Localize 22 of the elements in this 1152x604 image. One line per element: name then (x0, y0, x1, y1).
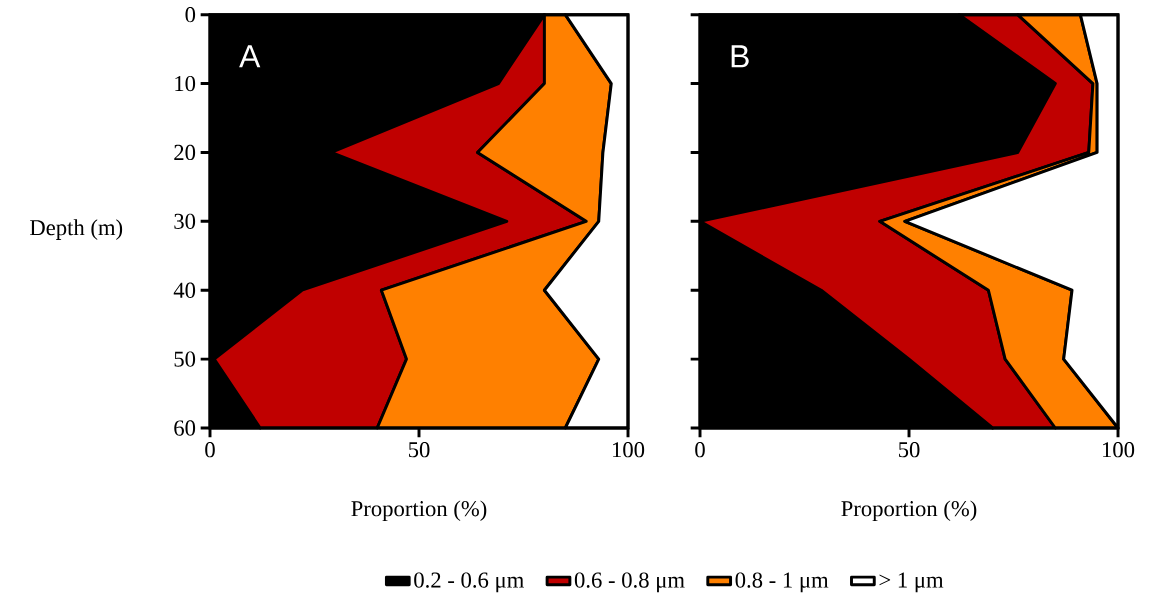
x-tick-label: 100 (1103, 442, 1135, 458)
x-tick-label: 50 (898, 442, 920, 458)
x-axis-title: Proportion (%) (351, 500, 487, 521)
x-tick-label: 50 (408, 442, 430, 458)
x-tick-label: 0 (695, 442, 705, 458)
y-axis-title: Depth (m) (29, 219, 123, 240)
text: A (239, 45, 261, 68)
legend-label: 0.6 - 0.8 μm (574, 572, 685, 593)
y-tick-label: 50 (174, 351, 196, 367)
x-axis-title: Proportion (%) (841, 500, 977, 521)
y-tick-label: 30 (174, 213, 196, 229)
text: B (731, 45, 749, 68)
y-tick-label: 40 (173, 282, 196, 298)
legend-label: 0.8 - 1 μm (735, 572, 829, 593)
y-tick-label: 60 (174, 420, 196, 436)
legend-label: 0.2 - 0.6 μm (414, 572, 524, 593)
y-tick-label: 20 (174, 144, 196, 161)
x-tick-label: 0 (205, 442, 215, 458)
legend-label: > 1 μm (879, 572, 944, 593)
x-tick-label: 100 (612, 442, 645, 458)
y-tick-label: 10 (175, 75, 196, 92)
y-tick-label: 0 (185, 7, 196, 23)
